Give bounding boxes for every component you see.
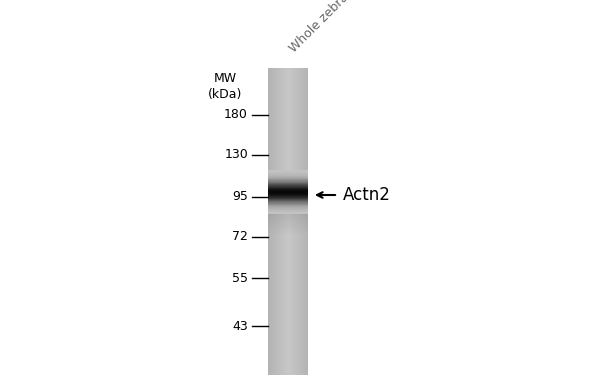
Bar — [268, 187, 308, 188]
Bar — [268, 217, 308, 218]
Bar — [268, 205, 308, 206]
Bar — [268, 176, 308, 177]
Bar — [268, 200, 308, 201]
Bar — [268, 223, 308, 224]
Bar — [268, 171, 308, 172]
Bar — [268, 214, 308, 215]
Text: MW
(kDa): MW (kDa) — [208, 72, 242, 101]
Text: Whole zebrafish: Whole zebrafish — [287, 0, 367, 55]
Bar — [268, 191, 308, 192]
Bar — [268, 201, 308, 202]
Bar — [268, 190, 308, 191]
Bar — [268, 212, 308, 213]
Bar — [268, 179, 308, 180]
Bar — [268, 209, 308, 210]
Bar — [268, 182, 308, 183]
Bar — [268, 216, 308, 217]
Bar — [268, 177, 308, 178]
Bar — [268, 192, 308, 193]
Bar — [268, 196, 308, 197]
Text: 43: 43 — [232, 319, 248, 333]
Bar — [268, 193, 308, 194]
Bar — [268, 170, 308, 171]
Bar — [268, 185, 308, 186]
Bar — [268, 204, 308, 205]
Bar — [268, 174, 308, 175]
Text: 180: 180 — [224, 109, 248, 121]
Bar — [268, 210, 308, 211]
Bar — [268, 215, 308, 216]
Bar — [268, 207, 308, 208]
Bar — [268, 206, 308, 207]
Bar — [268, 218, 308, 219]
Bar — [268, 172, 308, 173]
Bar — [268, 221, 308, 222]
Bar — [268, 222, 308, 223]
Text: Actn2: Actn2 — [343, 186, 391, 204]
Bar — [268, 203, 308, 204]
Bar — [268, 199, 308, 200]
Bar — [268, 180, 308, 181]
Bar — [268, 228, 308, 229]
Bar — [268, 181, 308, 182]
Bar — [268, 198, 308, 199]
Bar — [268, 213, 308, 214]
Bar — [268, 173, 308, 174]
Bar — [268, 186, 308, 187]
Bar — [268, 224, 308, 225]
Bar — [268, 220, 308, 221]
Bar — [268, 175, 308, 176]
Bar — [268, 231, 308, 232]
Bar — [268, 229, 308, 230]
Bar — [268, 178, 308, 179]
Text: 72: 72 — [232, 230, 248, 243]
Bar — [268, 197, 308, 198]
Text: 95: 95 — [232, 190, 248, 204]
Bar — [268, 233, 308, 234]
Bar — [268, 195, 308, 196]
Bar — [268, 219, 308, 220]
Bar — [268, 227, 308, 228]
Text: 130: 130 — [224, 149, 248, 162]
Bar — [268, 184, 308, 185]
Bar — [268, 208, 308, 209]
Bar — [268, 202, 308, 203]
Bar — [268, 226, 308, 227]
Text: 55: 55 — [232, 271, 248, 285]
Bar — [268, 230, 308, 231]
Bar — [268, 189, 308, 190]
Bar — [268, 194, 308, 195]
Bar — [268, 211, 308, 212]
Bar — [268, 183, 308, 184]
Bar — [268, 225, 308, 226]
Bar — [268, 188, 308, 189]
Bar — [268, 232, 308, 233]
